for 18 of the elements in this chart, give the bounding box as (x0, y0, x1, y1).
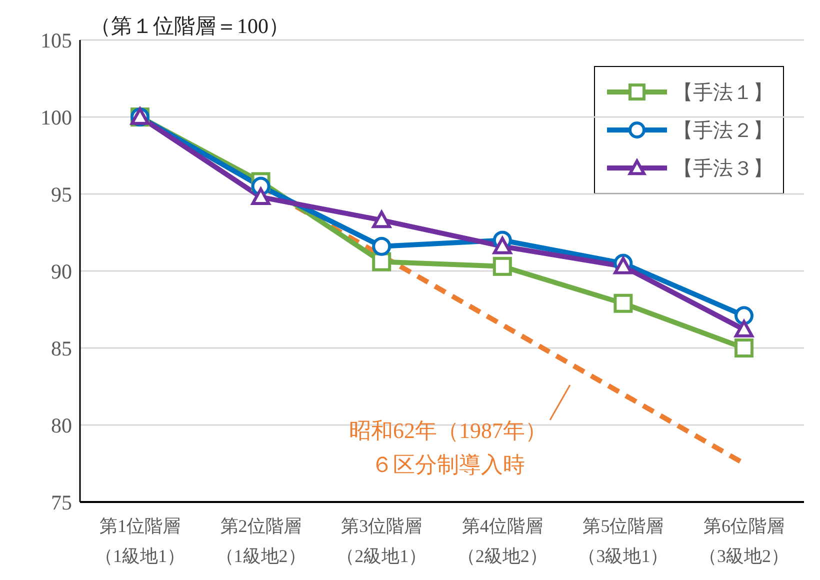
text: （第１位階層＝100） (90, 13, 290, 40)
y-tick-label: 95 (51, 182, 72, 206)
x-tick-label: 第6位階層（3級地2） (699, 516, 789, 566)
y-tick-label: 80 (51, 413, 72, 438)
x-tick-label: 第1位階層（1級地1） (95, 516, 185, 566)
legend-label: 【手法２】 (673, 118, 773, 144)
y-tick-label: 105 (40, 28, 72, 52)
legend-label: 【手法１】 (673, 80, 773, 106)
y-tick-label: 100 (40, 105, 72, 130)
x-tick-label: 第4位階層（2級地2） (457, 516, 548, 566)
x-tick-label: 第5位階層（3級地1） (578, 516, 668, 566)
annotation: 昭和62年（1987年）６区分制導入時 (349, 418, 547, 477)
y-tick-label: 90 (51, 259, 72, 284)
x-tick-label: 第2位階層（1級地2） (216, 516, 306, 566)
x-tick-label: 第3位階層（2級地1） (336, 516, 427, 566)
y-tick-label: 75 (51, 490, 72, 514)
legend-label: 【手法３】 (673, 156, 773, 182)
y-tick-label: 85 (51, 336, 72, 360)
